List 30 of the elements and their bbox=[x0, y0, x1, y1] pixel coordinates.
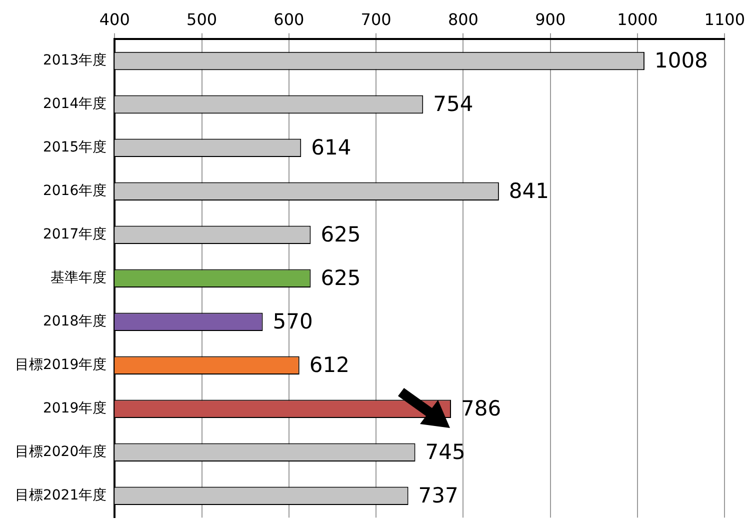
y-tick-label: 目標2020年度 bbox=[14, 444, 107, 460]
y-tick-label: 2016年度 bbox=[42, 183, 107, 200]
data-label: 745 bbox=[425, 440, 466, 464]
data-label: 786 bbox=[461, 396, 502, 420]
y-tick-label: 2017年度 bbox=[42, 226, 107, 243]
y-tick-label: 2014年度 bbox=[42, 96, 107, 112]
data-label: 570 bbox=[272, 309, 313, 334]
data-label: 754 bbox=[433, 92, 474, 116]
x-tick-label: 900 bbox=[535, 10, 566, 29]
y-tick-label: 2015年度 bbox=[42, 140, 107, 156]
y-tick-label: 2018年度 bbox=[42, 314, 107, 330]
y-tick-label: 目標2021年度 bbox=[14, 487, 107, 504]
x-tick-label: 500 bbox=[186, 10, 218, 29]
x-tick-label: 700 bbox=[360, 10, 392, 29]
x-tick-label: 800 bbox=[448, 10, 478, 29]
y-tick-label: 目標2019年度 bbox=[14, 357, 107, 374]
data-label: 612 bbox=[309, 352, 350, 377]
y-tick-label: 2013年度 bbox=[42, 52, 107, 69]
x-tick-label: 1000 bbox=[617, 10, 658, 29]
x-tick-label: 600 bbox=[274, 10, 304, 29]
y-tick-label: 2019年度 bbox=[42, 400, 107, 417]
data-label: 1008 bbox=[654, 48, 708, 72]
data-label: 625 bbox=[320, 266, 361, 290]
x-tick-label: 1100 bbox=[704, 10, 745, 29]
x-tick-label: 400 bbox=[99, 10, 130, 29]
data-label: 614 bbox=[311, 135, 352, 160]
data-label: 841 bbox=[508, 178, 550, 203]
data-label: 625 bbox=[320, 222, 361, 246]
y-tick-label: 基準年度 bbox=[50, 270, 107, 286]
data-label: 737 bbox=[418, 483, 458, 508]
